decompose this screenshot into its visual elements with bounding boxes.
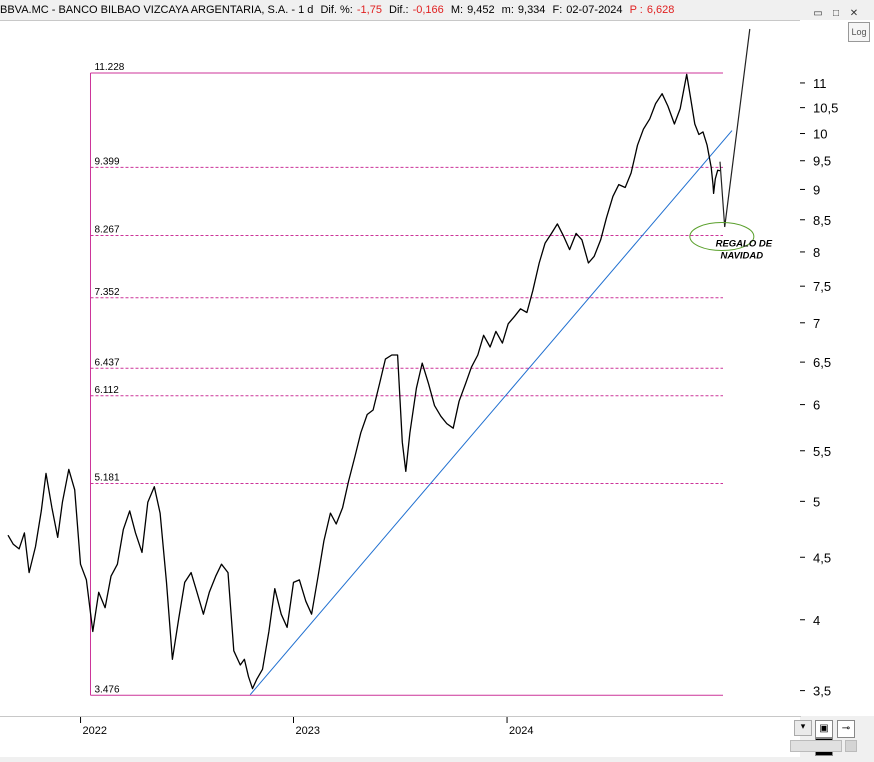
scroll-down-icon[interactable]: ▾ xyxy=(794,720,812,736)
fib-level-label: 9.399 xyxy=(94,156,119,167)
y-tick-label: 7,5 xyxy=(813,279,831,294)
y-tick-label: 6,5 xyxy=(813,355,831,370)
dif-pct-label: Dif. %: xyxy=(320,4,353,16)
min-value: 9,334 xyxy=(517,4,546,16)
maximize-icon[interactable]: □ xyxy=(832,8,840,19)
date-value: 02-07-2024 xyxy=(566,4,623,16)
y-tick-label: 5 xyxy=(813,494,820,509)
fib-level-label: 6.112 xyxy=(94,385,119,396)
y-tick-label: 11 xyxy=(813,76,827,91)
scrollbar-thumb[interactable] xyxy=(845,740,857,752)
trendline xyxy=(249,130,733,695)
symbol-label: BBVA.MC - BANCO BILBAO VIZCAYA ARGENTARI… xyxy=(0,4,314,16)
fib-level-label: 5.181 xyxy=(94,472,119,483)
y-tick-label: 9,5 xyxy=(813,154,831,169)
x-axis[interactable]: 2022 2023 2024 xyxy=(0,716,800,757)
save-icon[interactable]: ▣ xyxy=(815,720,833,738)
y-tick-label: 4,5 xyxy=(813,550,831,565)
y-tick-label: 10 xyxy=(813,127,827,142)
y-tick-label: 3,5 xyxy=(813,684,831,699)
date-label: F: xyxy=(552,4,563,16)
horizontal-scrollbar[interactable] xyxy=(790,740,842,752)
fib-level-label: 3.476 xyxy=(94,684,119,695)
dif-label: Dif.: xyxy=(389,4,409,16)
price-chart[interactable]: 11.228 9.399 8.267 7.352 6.437 6.112 5.181 3.47… xyxy=(0,21,800,717)
y-tick-label: 8,5 xyxy=(813,213,831,228)
x-tick-label: 2023 xyxy=(296,725,320,737)
annotation-ellipse xyxy=(689,222,755,252)
dif-value: -0,166 xyxy=(412,4,444,16)
log-scale-button[interactable]: Log xyxy=(848,22,870,42)
price-series-line xyxy=(7,73,721,690)
close-icon[interactable]: ✕ xyxy=(849,8,859,19)
min-label: m: xyxy=(501,4,514,16)
y-tick-label: 6 xyxy=(813,398,820,413)
window-controls: ▭ □ ✕ xyxy=(810,3,864,23)
y-tick-label: 5,5 xyxy=(813,444,831,459)
fib-level-label: 8.267 xyxy=(94,225,119,236)
y-tick-label: 9 xyxy=(813,182,820,197)
fib-level-label: 7.352 xyxy=(94,287,119,298)
projection-line xyxy=(719,28,751,228)
dif-pct-value: -1,75 xyxy=(356,4,382,16)
pin-icon[interactable]: ⊸ xyxy=(837,720,855,738)
x-axis-svg: 2022 2023 2024 xyxy=(80,717,534,737)
y-tick-label: 4 xyxy=(813,613,820,628)
y-tick-label: 10,5 xyxy=(813,101,838,116)
y-tick-label: 7 xyxy=(813,316,820,331)
price-label: P : xyxy=(629,4,643,16)
annotation-text-line2: NAVIDAD xyxy=(721,251,764,262)
max-label: M: xyxy=(450,4,464,16)
max-value: 9,452 xyxy=(467,4,495,16)
minimize-icon[interactable]: ▭ xyxy=(813,8,823,19)
fib-level-label: 6.437 xyxy=(94,357,119,368)
y-tick-label: 8 xyxy=(813,245,820,260)
y-axis-svg: 3,5 4 4,5 5 5,5 6 6,5 7 7,5 8 8,5 9 9,5 10 10,5 11 xyxy=(800,76,838,699)
plot-area[interactable]: 11.228 9.399 8.267 7.352 6.437 6.112 5.181 3.47… xyxy=(0,20,801,717)
price-value: 6,628 xyxy=(646,4,675,16)
x-tick-label: 2024 xyxy=(509,725,533,737)
x-tick-label: 2022 xyxy=(83,725,107,737)
y-axis[interactable]: 3,5 4 4,5 5 5,5 6 6,5 7 7,5 8 8,5 9 9,5 10 10,5 11 xyxy=(800,20,874,716)
chart-header: BBVA.MC - BANCO BILBAO VIZCAYA ARGENTARI… xyxy=(0,0,874,20)
fib-level-label: 11.228 xyxy=(94,62,124,73)
annotation-text-line1: REGALO DE xyxy=(716,239,773,250)
